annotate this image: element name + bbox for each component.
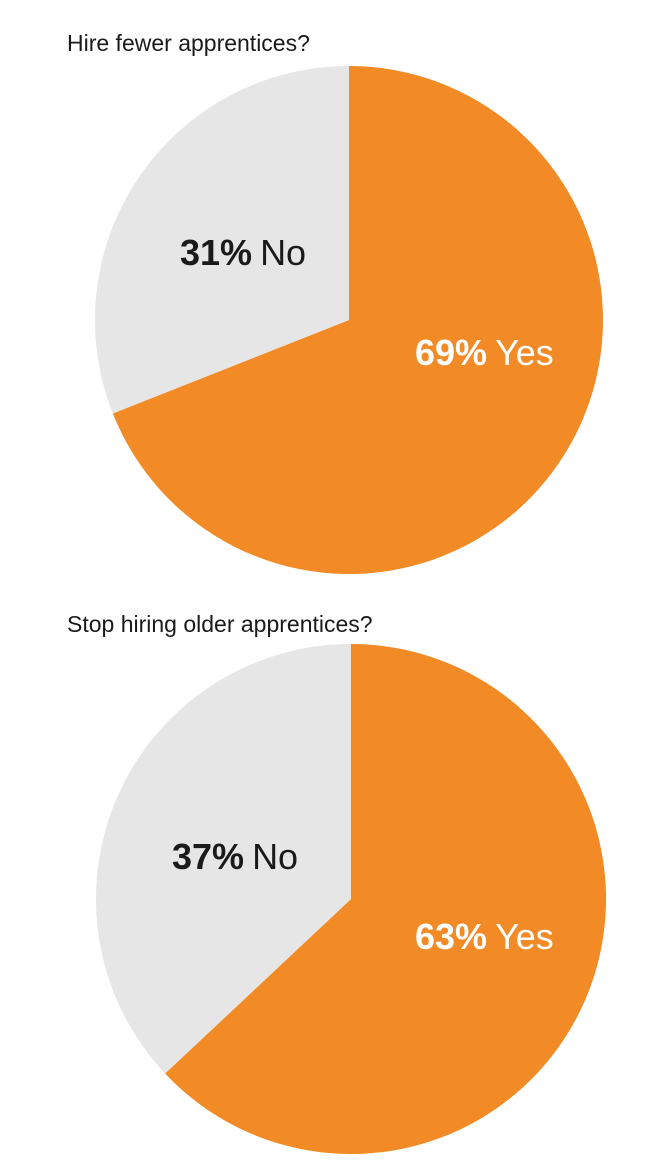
slice-percent: 37%: [172, 836, 244, 877]
pie-slice-no: [94, 66, 349, 414]
pie-slice-yes: [112, 66, 604, 574]
slice-category: Yes: [495, 916, 554, 957]
slice-percent: 31%: [180, 232, 252, 273]
slice-percent: 69%: [415, 332, 487, 373]
slice-label-yes: 63% Yes: [415, 916, 554, 957]
chart-title: Hire fewer apprentices?: [67, 30, 310, 56]
slice-label-no: 37% No: [172, 836, 298, 877]
slice-category: Yes: [495, 332, 554, 373]
slice-percent: 63%: [415, 916, 487, 957]
slice-category: No: [252, 836, 298, 877]
pie-chart-svg: 69% Yes 31% No: [94, 66, 604, 574]
slice-label-yes: 69% Yes: [415, 332, 554, 373]
chart-title: Stop hiring older apprentices?: [67, 611, 373, 637]
pie-slice-yes: [165, 644, 606, 1154]
slice-category: No: [260, 232, 306, 273]
slice-label-no: 31% No: [180, 232, 306, 273]
pie-slice-no: [95, 644, 351, 1074]
